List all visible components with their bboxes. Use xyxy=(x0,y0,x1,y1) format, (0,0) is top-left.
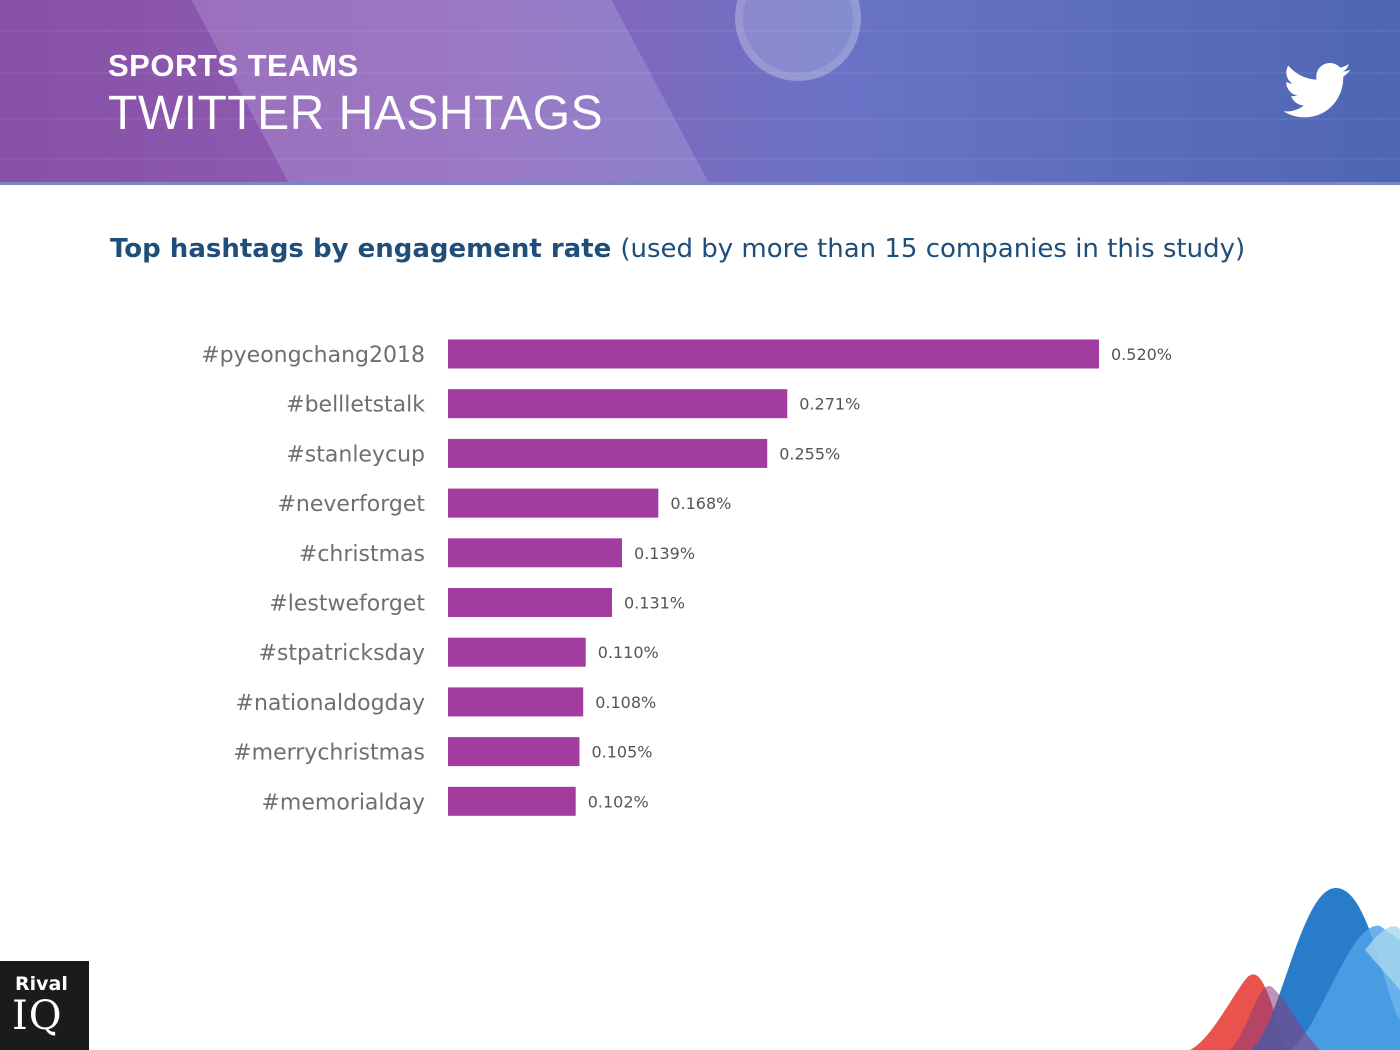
bar xyxy=(448,389,788,419)
value-label: 0.520% xyxy=(1111,345,1172,364)
section-eyebrow: SPORTS TEAMS xyxy=(108,48,359,83)
bar xyxy=(448,438,768,468)
category-label: #christmas xyxy=(299,542,425,567)
header-banner: SPORTS TEAMS TWITTER HASHTAGS xyxy=(0,0,1400,185)
bar xyxy=(448,786,576,816)
value-label: 0.102% xyxy=(588,792,649,811)
bar xyxy=(448,488,659,518)
chart-heading-sub: (used by more than 15 companies in this … xyxy=(620,234,1246,264)
category-label: #nationaldogday xyxy=(236,691,425,716)
page-title: TWITTER HASHTAGS xyxy=(108,87,604,140)
value-label: 0.105% xyxy=(591,743,652,762)
bar xyxy=(448,637,586,667)
twitter-bird-icon xyxy=(1284,62,1351,118)
bar xyxy=(448,538,623,568)
category-label: #bellletstalk xyxy=(286,393,425,418)
value-label: 0.255% xyxy=(779,444,840,463)
logo-text-rival: Rival xyxy=(15,973,68,995)
category-label: #lestweforget xyxy=(269,592,425,617)
chart-heading-bold: Top hashtags by engagement rate xyxy=(110,234,612,264)
value-label: 0.108% xyxy=(595,693,656,712)
value-label: 0.139% xyxy=(634,544,695,563)
bar xyxy=(448,588,613,617)
wave-decoration xyxy=(1190,887,1400,1050)
value-label: 0.110% xyxy=(598,643,659,662)
bar xyxy=(448,339,1099,369)
value-label: 0.131% xyxy=(624,594,685,613)
category-label: #pyeongchang2018 xyxy=(201,343,425,368)
rival-iq-logo: Rival IQ xyxy=(0,961,89,1050)
bar xyxy=(448,737,580,767)
bar xyxy=(448,687,584,717)
logo-text-iq: IQ xyxy=(12,993,63,1039)
category-label: #memorialday xyxy=(261,790,425,815)
category-label: #stanleycup xyxy=(286,442,425,467)
value-label: 0.168% xyxy=(670,494,731,513)
coffee-cup-decoration xyxy=(735,0,861,81)
category-label: #neverforget xyxy=(277,492,425,517)
hashtag-bar-chart: #pyeongchang2018 0.520% #bellletstalk 0.271… xyxy=(201,339,1172,816)
category-label: #stpatricksday xyxy=(258,641,425,666)
value-label: 0.271% xyxy=(799,395,860,414)
chart-heading: Top hashtags by engagement rate (used by… xyxy=(110,234,1245,264)
category-label: #merrychristmas xyxy=(233,741,425,766)
